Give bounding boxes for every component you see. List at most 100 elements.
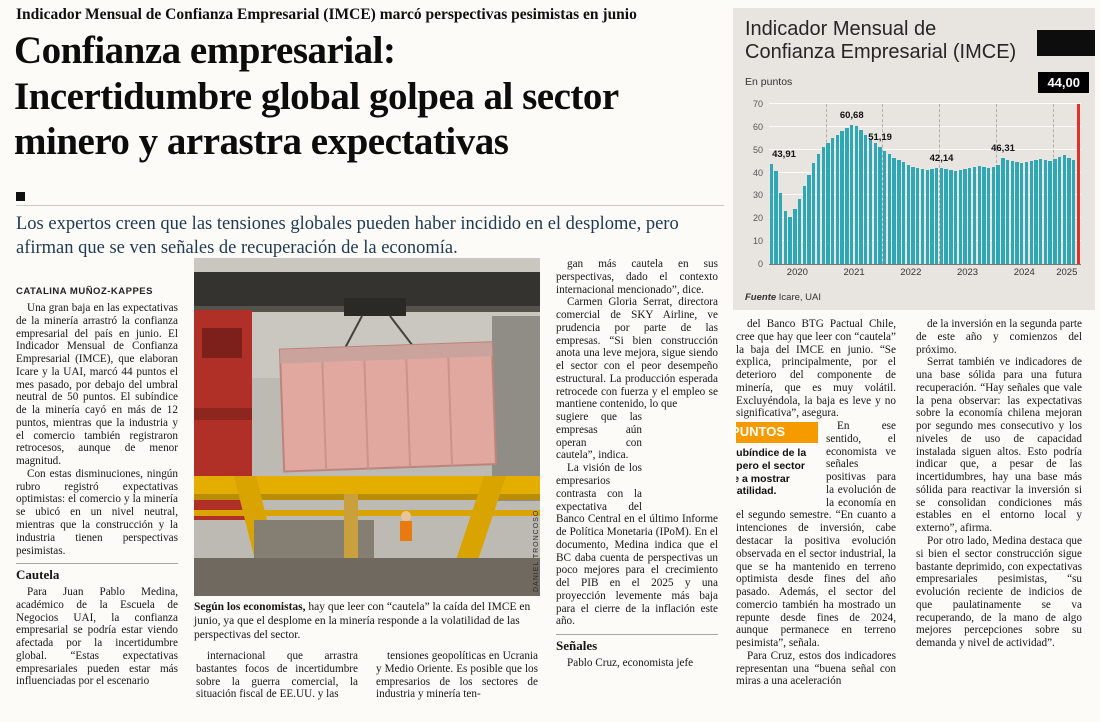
- bar-value-label: 42,14: [929, 152, 954, 164]
- callout-headline: 12 PUNTOS: [736, 422, 818, 443]
- bar: [1048, 161, 1052, 264]
- bar: [916, 168, 920, 264]
- gridline: [769, 194, 1081, 196]
- bar: [1010, 161, 1014, 264]
- chart-title-line: Confianza Empresarial (IMCE): [745, 40, 1017, 63]
- bar: [968, 168, 972, 264]
- bar: [840, 131, 844, 264]
- kicker: Indicador Mensual de Confianza Empresari…: [16, 6, 637, 23]
- bar: [1053, 158, 1057, 264]
- bar: [934, 168, 939, 264]
- bar: [802, 186, 806, 264]
- bar: [930, 169, 934, 264]
- y-tick-label: 50: [752, 144, 763, 155]
- bar: [793, 209, 797, 264]
- callout-text: cayó el subíndice de la minería, pero el…: [736, 446, 807, 498]
- bar-value-label: 60,68: [839, 110, 864, 122]
- gridline: [769, 171, 1081, 173]
- byline: CATALINA MUÑOZ-KAPPES: [16, 286, 153, 297]
- bar: [864, 134, 868, 264]
- bar: [963, 169, 967, 264]
- bar: [977, 165, 981, 264]
- y-tick-label: 0: [757, 259, 763, 269]
- bar: [901, 162, 906, 264]
- x-tick-label: 2021: [843, 267, 865, 278]
- y-tick-label: 70: [752, 99, 763, 109]
- pull-stat-callout: 12 PUNTOS cayó el subíndice de la minería…: [736, 422, 818, 501]
- bar: [906, 164, 910, 264]
- bar-value-label: 46,31: [991, 143, 1015, 155]
- bar: [873, 142, 877, 264]
- bar: [944, 169, 948, 264]
- caption-lead: Según los economistas,: [194, 601, 306, 613]
- chart-x-axis: 2020 2021 2022 2023 2024 2025: [769, 267, 1081, 281]
- bar-value-label: 43,91: [772, 148, 796, 160]
- bar: [996, 164, 1000, 264]
- deck-bullet: [16, 192, 25, 201]
- bar: [1057, 156, 1062, 264]
- photo-caption: Según los economistas, hay que leer con …: [194, 601, 540, 642]
- headline-line: Confianza empresarial:: [14, 29, 396, 72]
- body-column-3: tensiones geopolíticas en Ucrania y Medi…: [376, 650, 538, 722]
- bar: [953, 171, 958, 264]
- chart-plot: 43,91 60,68 51,19 42,14 46,31: [769, 103, 1081, 265]
- body-paragraph: En ese sentido, el economista ve señales…: [736, 420, 896, 650]
- bar: [878, 147, 882, 264]
- bar: [816, 154, 821, 264]
- deck: Los expertos creen que las tensiones glo…: [16, 205, 724, 260]
- x-tick-label: 2024: [1013, 267, 1035, 278]
- y-tick-label: 30: [752, 190, 763, 201]
- bar: [868, 139, 873, 264]
- gridline: [769, 217, 1081, 219]
- source-text: Icare, UAI: [778, 292, 822, 303]
- body-paragraph: Una gran baja en las expectativas de la …: [16, 302, 178, 468]
- chart-corner-tab: [1037, 30, 1095, 56]
- bar: [972, 166, 977, 264]
- bar: [830, 138, 835, 264]
- bar: [1001, 158, 1005, 264]
- bar: [991, 166, 996, 264]
- body-column-1: Una gran baja en las expectativas de la …: [16, 302, 178, 722]
- bar: [982, 166, 986, 264]
- gridline: [769, 148, 1081, 150]
- chart-y-axis: 0 10 20 30 40 50 60 70: [739, 99, 765, 269]
- chart-title-line: Indicador Mensual de: [745, 18, 937, 40]
- bar: [788, 217, 792, 264]
- bar: [854, 126, 858, 264]
- bar: [925, 170, 929, 264]
- body-paragraph: de la inversión en la segunda parte de e…: [916, 318, 1082, 356]
- y-tick-label: 10: [752, 236, 763, 247]
- bar: [1020, 163, 1024, 264]
- bar: [1072, 160, 1076, 264]
- body-paragraph: internacional que arrastra bastantes foc…: [196, 650, 358, 701]
- bar: [897, 160, 901, 264]
- bar: [835, 134, 840, 264]
- body-column-6: de la inversión en la segunda parte de e…: [916, 318, 1082, 722]
- chart-subtitle: En puntos: [745, 76, 793, 88]
- chart-source: Fuente Icare, UAI: [745, 292, 821, 303]
- body-column-4: gan más cautela en sus perspectivas, dad…: [556, 258, 718, 722]
- photo-illustration: [194, 258, 540, 596]
- x-tick-label: 2023: [956, 267, 979, 278]
- body-paragraph: Para Cruz, estos dos indicadores represe…: [736, 649, 896, 688]
- source-label: Fuente: [745, 292, 777, 303]
- x-tick-label: 2025: [1056, 267, 1078, 278]
- bar: [812, 163, 816, 264]
- body-column-2: internacional que arrastra bastantes foc…: [196, 650, 358, 722]
- imce-chart: Indicador Mensual de Confianza Empresaria…: [733, 8, 1095, 310]
- bar: [845, 128, 849, 264]
- chart-title: Indicador Mensual de Confianza Empresaria…: [733, 8, 1095, 63]
- body-paragraph: Con estas disminuciones, ningún rubro re…: [16, 467, 178, 557]
- bar: [939, 167, 944, 264]
- body-paragraph: del Banco BTG Pactual Chile, cree que ha…: [736, 318, 896, 420]
- section-header: Cautela: [16, 563, 178, 583]
- bar: [849, 125, 854, 264]
- bar: [1015, 162, 1019, 264]
- y-tick-label: 20: [752, 213, 763, 224]
- section-header: Señales: [556, 634, 718, 654]
- bar: [949, 170, 953, 264]
- body-paragraph: sugiere que las empresas aún operan con …: [556, 411, 642, 462]
- body-paragraph: Serrat también ve indicadores de una bas…: [916, 356, 1082, 535]
- bar-value-label: 51,19: [868, 132, 892, 143]
